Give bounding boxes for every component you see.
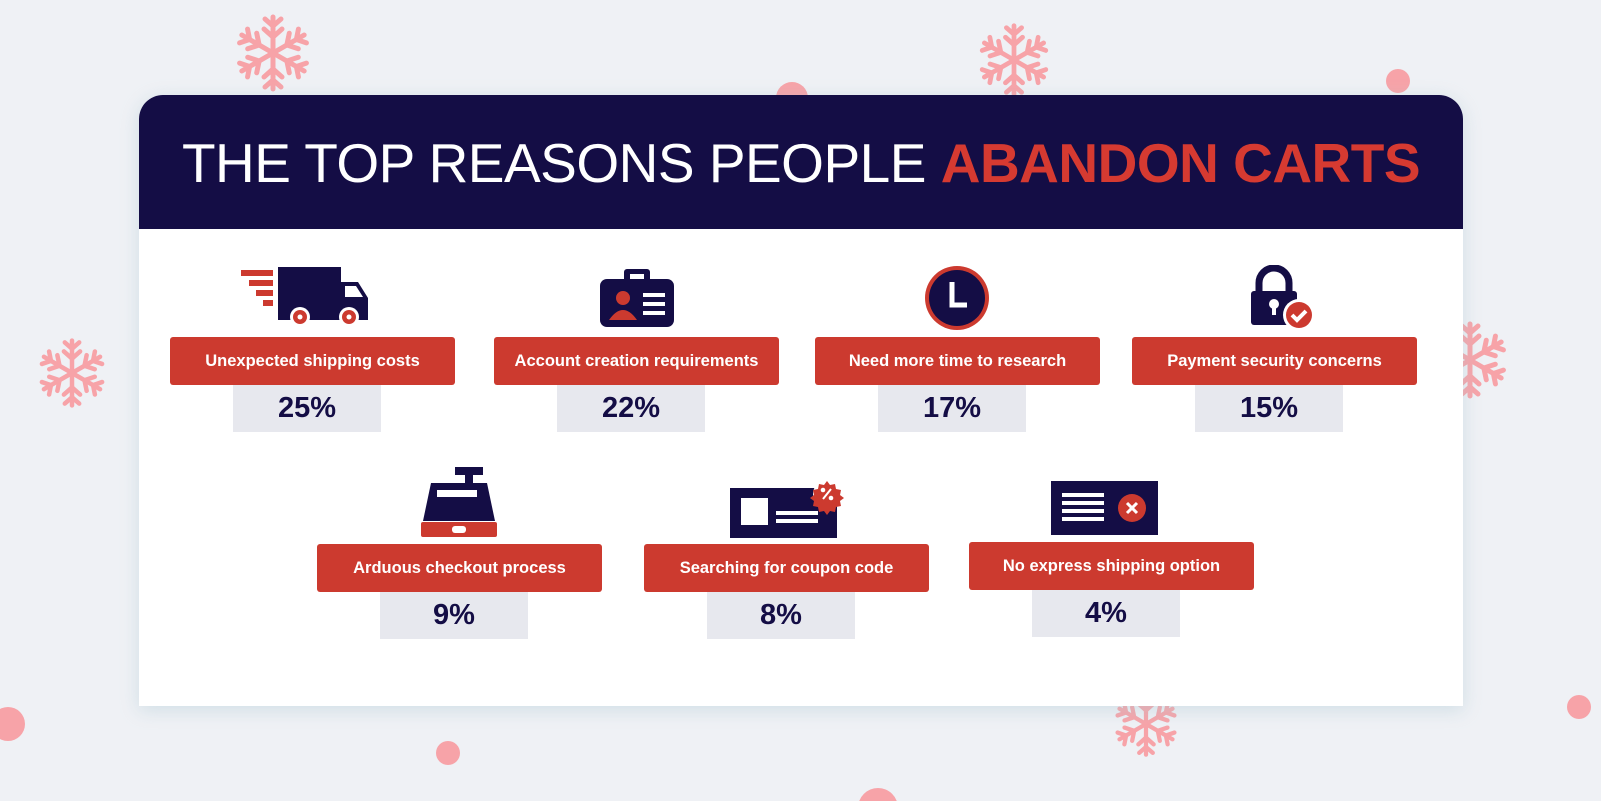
- snowflake-icon: [980, 26, 1048, 94]
- reason-value: 17%: [878, 385, 1026, 432]
- reason-value: 22%: [557, 385, 705, 432]
- snowflake-icon: [237, 17, 308, 89]
- title-part-1: THE TOP REASONS PEOPLE: [181, 132, 941, 194]
- padlock-icon: [1251, 265, 1315, 331]
- reason-label: Need more time to research: [815, 337, 1100, 385]
- reason-value: 25%: [233, 385, 381, 432]
- decor-dot: [436, 741, 460, 765]
- decor-dot: [1567, 695, 1591, 719]
- reason-value: 8%: [707, 592, 855, 639]
- reason-value: 15%: [1195, 385, 1343, 432]
- clock-icon: [925, 266, 989, 330]
- infographic-card: THE TOP REASONS PEOPLE ABANDON CARTS Une…: [139, 95, 1463, 706]
- decor-dot: [1386, 69, 1410, 93]
- reason-value: 9%: [380, 592, 528, 639]
- truck-icon: [241, 267, 368, 327]
- reason-label: No express shipping option: [969, 542, 1254, 590]
- title-banner: THE TOP REASONS PEOPLE ABANDON CARTS: [139, 95, 1463, 229]
- cash-register-icon: [421, 467, 497, 537]
- page-title: THE TOP REASONS PEOPLE ABANDON CARTS: [139, 131, 1463, 195]
- decor-dot: [859, 788, 897, 801]
- snowflake-icon: [40, 341, 104, 406]
- decor-dot: [0, 707, 25, 741]
- reason-label: Searching for coupon code: [644, 544, 929, 592]
- title-part-2: ABANDON CARTS: [940, 132, 1421, 194]
- reason-label: Payment security concerns: [1132, 337, 1417, 385]
- reason-label: Unexpected shipping costs: [170, 337, 455, 385]
- reason-label: Arduous checkout process: [317, 544, 602, 592]
- email-error-icon: [1051, 481, 1158, 535]
- coupon-card-icon: [730, 480, 844, 538]
- reason-label: Account creation requirements: [494, 337, 779, 385]
- reason-value: 4%: [1032, 590, 1180, 637]
- id-card-icon: [600, 269, 674, 327]
